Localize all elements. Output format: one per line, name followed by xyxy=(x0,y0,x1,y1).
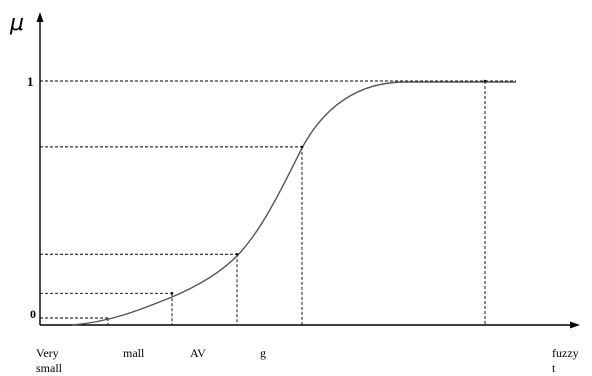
x-label-very-small-line2: small xyxy=(36,361,63,375)
membership-curve xyxy=(71,81,516,326)
marked-point-3 xyxy=(483,79,487,83)
x-label-av: AV xyxy=(190,346,206,360)
x-label-small: mall xyxy=(123,346,145,360)
x-label-fuzzy-line2: t xyxy=(552,361,556,375)
guide-lines xyxy=(40,80,516,325)
x-label-big: g xyxy=(260,346,266,360)
marked-point-2 xyxy=(300,145,304,149)
y-tick-label-1: 1 xyxy=(27,74,34,89)
x-label-very-small-line1: Very xyxy=(36,346,59,360)
x-axis-arrow xyxy=(570,321,580,329)
marked-point-0 xyxy=(170,291,174,295)
y-axis-label: μ xyxy=(9,11,24,36)
marked-points xyxy=(170,79,487,295)
origin-label: 0 xyxy=(30,307,36,321)
x-label-fuzzy-line1: fuzzy xyxy=(552,346,579,360)
marked-point-1 xyxy=(235,252,239,256)
y-axis-arrow xyxy=(36,12,44,22)
